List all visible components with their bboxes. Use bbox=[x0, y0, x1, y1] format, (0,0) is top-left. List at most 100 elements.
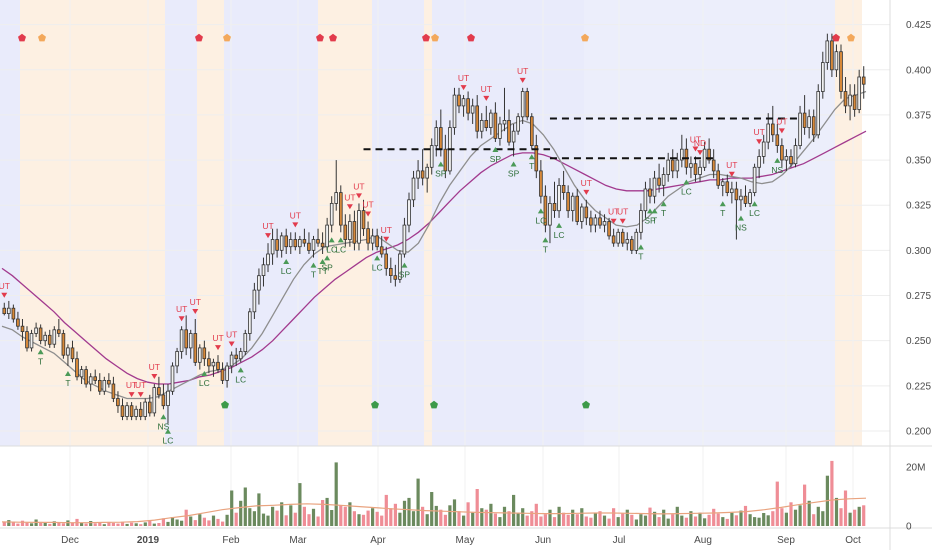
candle-body bbox=[293, 239, 298, 248]
volume-tick-label: 0 bbox=[906, 522, 912, 533]
volume-bar bbox=[157, 523, 161, 526]
candle-body bbox=[34, 327, 38, 334]
candle-body bbox=[7, 307, 11, 315]
bear-signal-arrow bbox=[137, 392, 144, 398]
pentagon-marker bbox=[832, 33, 840, 42]
volume-bar bbox=[612, 508, 616, 526]
candle-body bbox=[116, 398, 120, 407]
candle-body bbox=[16, 318, 20, 327]
candle-body bbox=[511, 130, 516, 143]
session-band bbox=[584, 0, 835, 446]
bull-signal-label: NS bbox=[771, 165, 783, 175]
candle-body bbox=[475, 105, 479, 132]
candle-body bbox=[70, 347, 75, 360]
bull-signal-label: NS bbox=[158, 421, 170, 431]
volume-bar bbox=[798, 505, 802, 526]
volume-bar bbox=[80, 522, 84, 526]
candle-body bbox=[516, 116, 520, 132]
candle-body bbox=[670, 159, 675, 172]
candle-body bbox=[438, 127, 443, 150]
candle-body bbox=[370, 235, 375, 244]
bear-signal-label: UT bbox=[458, 73, 469, 83]
volume-bar bbox=[834, 497, 839, 526]
volume-bar bbox=[689, 511, 693, 526]
session-band bbox=[0, 0, 20, 446]
bear-signal-arrow bbox=[265, 233, 272, 239]
volume-bar bbox=[780, 508, 784, 526]
candle-body bbox=[625, 239, 630, 244]
bear-signal-arrow bbox=[697, 150, 704, 156]
bull-signal-arrow bbox=[319, 258, 326, 264]
candle-body bbox=[666, 159, 670, 175]
candle-body bbox=[793, 145, 798, 165]
candle-body bbox=[211, 361, 216, 367]
candle-body bbox=[361, 210, 366, 230]
candle-body bbox=[75, 358, 79, 378]
candle-body bbox=[557, 184, 561, 212]
candle-body bbox=[238, 351, 243, 360]
candle-body bbox=[789, 156, 793, 165]
candle-body bbox=[839, 51, 843, 92]
volume-bar bbox=[430, 492, 434, 526]
candle-body bbox=[730, 188, 734, 193]
volume-bar bbox=[471, 512, 475, 526]
candle-body bbox=[639, 210, 643, 233]
volume-bar bbox=[539, 516, 543, 526]
volume-bar bbox=[93, 523, 97, 526]
volume-bar bbox=[803, 484, 807, 526]
candle-body bbox=[275, 239, 279, 251]
bull-signal-label: T bbox=[38, 356, 43, 366]
candle-body bbox=[470, 105, 475, 114]
pentagon-marker bbox=[221, 400, 229, 409]
candle-body bbox=[134, 408, 138, 417]
volume-bar bbox=[784, 512, 788, 526]
pentagon-marker bbox=[18, 33, 26, 42]
candle-body bbox=[584, 206, 589, 219]
volume-bar bbox=[343, 506, 347, 526]
candle-body bbox=[47, 334, 52, 345]
ma-fast-layer bbox=[1, 90, 867, 400]
candle-body bbox=[725, 181, 730, 194]
volume-bar bbox=[830, 460, 834, 526]
volume-bar bbox=[698, 512, 702, 526]
volume-bar bbox=[657, 517, 661, 526]
bull-signal-label: LC bbox=[326, 244, 337, 254]
candle-body bbox=[548, 202, 552, 226]
candle-body bbox=[416, 170, 420, 179]
candle-body bbox=[243, 333, 248, 353]
candle-body bbox=[761, 141, 766, 157]
pentagon-marker bbox=[430, 400, 438, 409]
candle-body bbox=[188, 333, 193, 349]
candle-body bbox=[84, 369, 88, 385]
price-tick-label: 0.225 bbox=[906, 381, 931, 392]
volume-bar bbox=[325, 497, 329, 526]
volume-bar bbox=[566, 514, 570, 526]
time-axis-labels: Dec 2019 Feb Mar Apr May Jun Jul Aug Sep Oct bbox=[61, 535, 861, 546]
price-tick-label: 0.250 bbox=[906, 336, 931, 347]
candle-body bbox=[93, 376, 98, 381]
volume-bar bbox=[202, 517, 206, 526]
candle-body bbox=[775, 134, 780, 147]
volume-bar bbox=[239, 500, 243, 526]
volume-bar bbox=[371, 508, 375, 526]
volume-bar bbox=[421, 506, 425, 526]
volume-bar bbox=[7, 520, 11, 526]
bear-signal-label: UT bbox=[126, 380, 137, 390]
volume-bar bbox=[502, 506, 507, 526]
volume-bar bbox=[616, 517, 620, 526]
candle-body bbox=[52, 329, 57, 345]
bear-signal-arrow bbox=[619, 218, 626, 224]
volume-bar bbox=[589, 517, 593, 526]
candle-body bbox=[711, 159, 716, 172]
volume-bar bbox=[225, 514, 229, 526]
candle-body bbox=[407, 199, 411, 226]
volume-bar bbox=[271, 506, 275, 526]
pentagon-marker bbox=[582, 400, 590, 409]
candle-body bbox=[220, 369, 225, 381]
candle-body bbox=[352, 221, 357, 244]
candle-body bbox=[457, 94, 461, 107]
session-band bbox=[432, 0, 584, 446]
candle-body bbox=[375, 235, 379, 248]
volume-bar bbox=[625, 509, 629, 526]
